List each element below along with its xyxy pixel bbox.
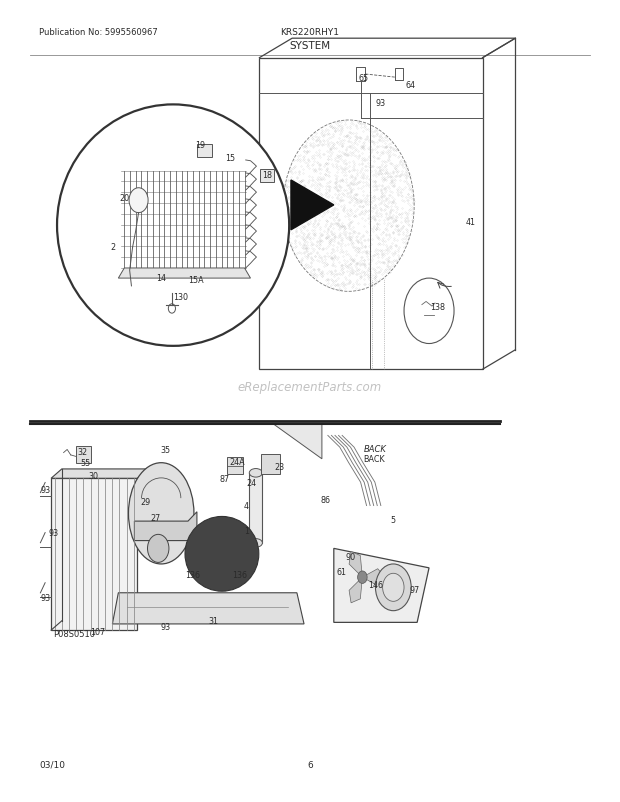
Text: Publication No: 5995560967: Publication No: 5995560967: [39, 27, 158, 36]
Text: 4: 4: [243, 501, 249, 510]
Text: 90: 90: [346, 552, 356, 561]
Text: 27: 27: [151, 513, 161, 522]
Text: 5: 5: [391, 516, 396, 525]
Text: 15: 15: [225, 154, 235, 163]
Bar: [260, 170, 274, 182]
Bar: [249, 473, 262, 543]
Circle shape: [218, 529, 247, 568]
Text: 14: 14: [156, 273, 166, 282]
Text: 35: 35: [160, 445, 170, 455]
Ellipse shape: [249, 539, 262, 548]
Text: 93: 93: [160, 622, 170, 631]
Circle shape: [218, 541, 247, 579]
Text: 1: 1: [244, 526, 249, 535]
Circle shape: [129, 188, 148, 213]
Ellipse shape: [128, 463, 194, 565]
Text: 93: 93: [48, 529, 58, 537]
Circle shape: [213, 525, 243, 564]
Text: 138: 138: [430, 303, 445, 312]
Text: 130: 130: [173, 293, 188, 302]
Text: 24A: 24A: [229, 458, 246, 467]
Circle shape: [358, 571, 367, 584]
Bar: [76, 446, 91, 463]
Polygon shape: [362, 569, 385, 586]
Text: 18: 18: [262, 171, 272, 180]
Text: 23: 23: [274, 463, 285, 472]
Polygon shape: [118, 269, 250, 279]
Circle shape: [197, 529, 226, 568]
Text: KRS220RHY1: KRS220RHY1: [280, 27, 340, 36]
Circle shape: [383, 573, 404, 602]
Polygon shape: [112, 593, 304, 624]
Text: 61: 61: [337, 568, 347, 577]
Text: 146: 146: [368, 581, 383, 589]
Ellipse shape: [249, 469, 262, 477]
Bar: [197, 145, 212, 157]
Circle shape: [201, 525, 231, 564]
Text: 136: 136: [185, 570, 200, 579]
Text: BACK: BACK: [363, 444, 386, 454]
Circle shape: [219, 535, 249, 573]
Text: 97: 97: [410, 585, 420, 594]
Text: 55: 55: [81, 459, 91, 468]
Text: 93: 93: [40, 593, 50, 602]
Circle shape: [197, 541, 226, 579]
Text: 19: 19: [195, 141, 205, 150]
Polygon shape: [349, 552, 362, 577]
Polygon shape: [135, 512, 197, 541]
Ellipse shape: [57, 105, 289, 346]
Circle shape: [201, 545, 231, 584]
Circle shape: [207, 523, 237, 562]
Text: BACK: BACK: [363, 455, 385, 464]
Text: 20: 20: [120, 194, 130, 203]
Circle shape: [148, 535, 169, 563]
Text: 6: 6: [307, 759, 313, 769]
Circle shape: [207, 546, 237, 585]
Ellipse shape: [185, 516, 259, 592]
Text: 2: 2: [110, 242, 116, 251]
Circle shape: [195, 535, 225, 573]
Text: 65: 65: [359, 74, 369, 83]
Polygon shape: [273, 424, 322, 460]
Bar: [227, 458, 243, 475]
Text: 86: 86: [321, 495, 330, 504]
Polygon shape: [291, 180, 334, 230]
Polygon shape: [349, 577, 362, 603]
Polygon shape: [51, 469, 148, 479]
Circle shape: [376, 565, 411, 611]
Text: 31: 31: [209, 617, 219, 626]
Text: 30: 30: [89, 472, 99, 481]
Text: 41: 41: [466, 217, 476, 226]
Text: 136: 136: [232, 570, 247, 579]
Text: 32: 32: [78, 447, 88, 456]
Text: 87: 87: [219, 474, 229, 483]
Text: 107: 107: [90, 627, 105, 637]
Text: 93: 93: [376, 99, 386, 107]
Circle shape: [213, 545, 243, 584]
Text: 15A: 15A: [188, 276, 203, 285]
Text: eReplacementParts.com: eReplacementParts.com: [238, 380, 382, 393]
Text: 29: 29: [140, 497, 151, 507]
Polygon shape: [334, 549, 429, 622]
Text: 24: 24: [246, 478, 257, 487]
Bar: [51, 479, 138, 630]
Bar: [261, 455, 280, 475]
Text: SYSTEM: SYSTEM: [290, 41, 330, 51]
Text: 03/10: 03/10: [39, 759, 65, 769]
Text: 93: 93: [40, 486, 50, 495]
Text: 64: 64: [405, 81, 415, 91]
Text: P08S0510: P08S0510: [53, 629, 95, 638]
